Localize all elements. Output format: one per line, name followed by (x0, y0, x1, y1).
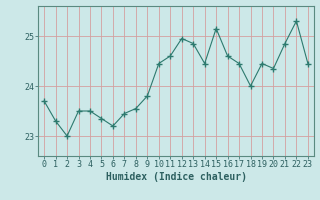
X-axis label: Humidex (Indice chaleur): Humidex (Indice chaleur) (106, 172, 246, 182)
